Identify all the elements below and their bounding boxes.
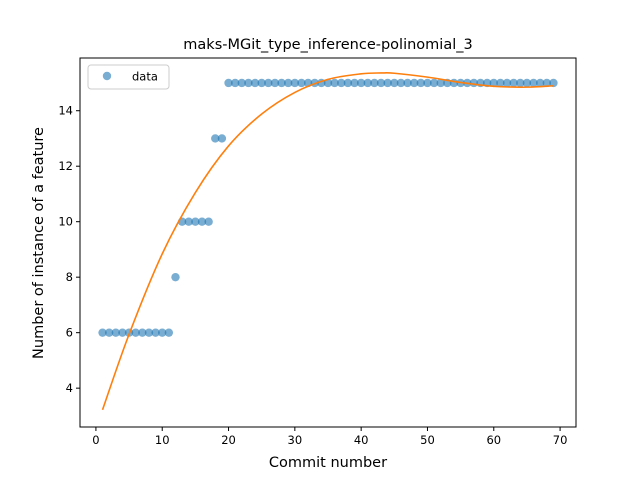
x-tick-label: 50 (420, 433, 435, 447)
y-tick-label: 6 (66, 326, 73, 340)
y-tick-label: 8 (66, 270, 73, 284)
legend-marker (102, 71, 112, 81)
data-point (237, 78, 246, 88)
chart-title: maks-MGit_type_inference-polinomial_3 (183, 37, 472, 53)
data-point (138, 328, 147, 337)
data-point (396, 78, 406, 88)
data-point (337, 78, 346, 88)
data-point (429, 78, 439, 88)
x-tick-label: 30 (288, 433, 303, 447)
data-point (376, 78, 386, 88)
data-point (184, 217, 193, 226)
data-point (542, 78, 552, 88)
data-point (502, 78, 512, 88)
data-point (217, 134, 227, 143)
data-point (171, 272, 180, 282)
data-point (230, 78, 240, 88)
y-tick-label: 10 (58, 215, 73, 229)
data-point (535, 78, 545, 88)
y-axis-label: Number of instance of a feature (31, 127, 47, 359)
data-point (131, 328, 140, 337)
y-tick-label: 14 (58, 104, 73, 118)
data-point (104, 328, 114, 337)
data-point (284, 78, 293, 88)
data-point (111, 328, 121, 337)
data-point (211, 134, 220, 143)
data-point (436, 78, 445, 88)
data-point (158, 328, 167, 337)
data-point (363, 78, 372, 88)
data-point (343, 78, 353, 88)
x-tick-label: 60 (486, 433, 501, 447)
data-point (118, 328, 127, 337)
data-point (410, 78, 419, 88)
data-point (244, 78, 253, 88)
data-point (191, 217, 200, 226)
legend: data (87, 64, 170, 90)
x-axis-label: Commit number (269, 455, 387, 471)
legend-label: data (132, 70, 158, 84)
data-point (529, 78, 538, 88)
data-point (144, 328, 154, 337)
data-point (164, 328, 174, 337)
x-tick-label: 70 (553, 433, 568, 447)
data-point (516, 78, 525, 88)
data-point (323, 78, 333, 88)
data-point (370, 78, 379, 88)
data-point (489, 78, 498, 88)
data-point (416, 78, 426, 88)
fit-curve (101, 72, 554, 411)
data-point (350, 78, 359, 88)
data-point (549, 78, 558, 88)
x-tick-label: 20 (221, 433, 236, 447)
data-point (330, 78, 339, 88)
data-point (151, 328, 160, 337)
data-point (197, 217, 207, 226)
data-point (509, 78, 518, 88)
data-point (390, 78, 399, 88)
legend-box (87, 64, 170, 90)
x-tick-label: 10 (155, 433, 170, 447)
data-point (250, 78, 260, 88)
data-point (98, 328, 107, 337)
data-point (496, 78, 505, 88)
y-tick-label: 12 (58, 159, 73, 173)
y-tick-label: 4 (66, 381, 73, 395)
data-point (264, 78, 273, 88)
x-axis: 0 10 20 30 40 50 60 70 (92, 427, 567, 447)
data-point (423, 78, 432, 88)
data-point (204, 217, 213, 226)
data-point (383, 78, 392, 88)
x-tick-label: 0 (92, 433, 99, 447)
data-point (522, 78, 532, 88)
data-point (270, 78, 280, 88)
data-point (257, 78, 266, 88)
data-point (277, 78, 286, 88)
x-tick-label: 40 (354, 433, 369, 447)
data-point (224, 78, 233, 88)
axes-frame (79, 57, 577, 428)
data-point (290, 78, 300, 88)
y-axis: 4 6 8 10 12 14 (58, 104, 80, 395)
data-point (403, 78, 412, 88)
data-point (297, 78, 306, 88)
data-point (356, 78, 366, 88)
plot-area (98, 72, 558, 411)
